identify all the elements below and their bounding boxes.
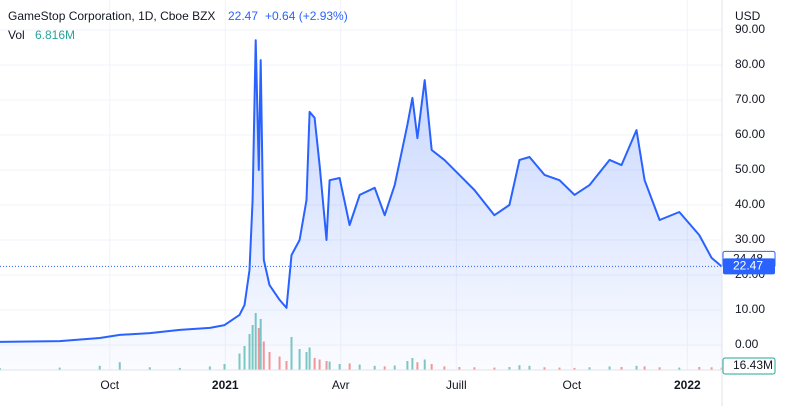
x-tick-label: Juill <box>446 378 467 392</box>
y-tick-label: 30.00 <box>735 232 765 246</box>
last-price: 22.47 <box>228 9 258 23</box>
y-tick-label: 0.00 <box>735 337 759 351</box>
y-tick-label: 40.00 <box>735 197 765 211</box>
x-tick-label: Oct <box>562 378 581 392</box>
volume-marker-box <box>722 357 776 375</box>
last-price-label: 22.47 <box>733 259 763 273</box>
area-fill <box>0 40 722 370</box>
x-tick-label: 2022 <box>674 378 701 392</box>
x-tick-label: Oct <box>100 378 119 392</box>
price-change: +0.64 (+2.93%) <box>265 9 348 23</box>
y-tick-label: 70.00 <box>735 92 765 106</box>
y-tick-label: 60.00 <box>735 127 765 141</box>
currency: USD <box>735 9 761 23</box>
volume-title: Vol <box>8 28 25 42</box>
volume-marker-label: 16.43M <box>733 358 773 372</box>
volume-last: 6.816M <box>35 28 75 42</box>
y-tick-label: 50.00 <box>735 162 765 176</box>
y-tick-label: 90.00 <box>735 22 765 36</box>
last-price-box <box>723 258 775 275</box>
chart-title: GameStop Corporation, 1D, Cboe BZX <box>8 9 215 23</box>
y-tick-label: 80.00 <box>735 57 765 71</box>
price-line <box>0 39 723 343</box>
y-tick-label: 10.00 <box>735 302 765 316</box>
x-tick-label: 2021 <box>212 378 239 392</box>
x-tick-label: Avr <box>332 378 350 392</box>
